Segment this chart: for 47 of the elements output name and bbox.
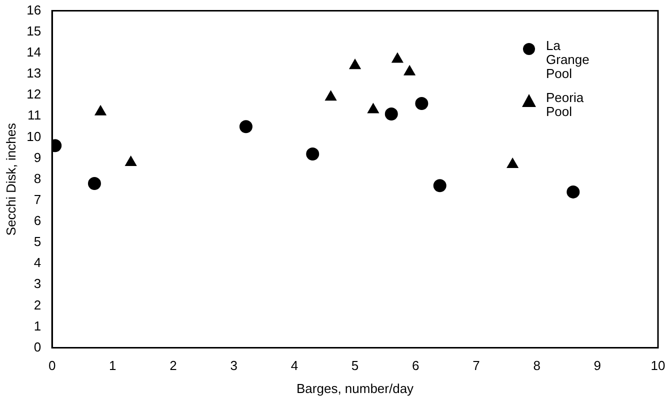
x-tick-label: 9 [594, 358, 602, 374]
y-tick-label: 1 [34, 318, 42, 334]
x-tick-label: 10 [650, 358, 666, 374]
point [125, 156, 137, 166]
legend-label: La Grange Pool [546, 38, 590, 81]
point [368, 103, 379, 114]
y-tick-label: 16 [26, 2, 42, 18]
point [325, 90, 336, 101]
point [94, 105, 106, 116]
y-tick-label: 11 [28, 108, 42, 123]
x-tick-label: 3 [230, 358, 238, 374]
y-tick-label: 7 [34, 192, 42, 207]
point [415, 96, 428, 110]
point [384, 108, 398, 121]
point [306, 148, 320, 161]
x-tick-label: 6 [412, 358, 420, 374]
point [433, 179, 446, 192]
y-tick-label: 12 [26, 86, 42, 102]
point [349, 59, 361, 70]
point [404, 65, 416, 76]
point [88, 177, 101, 190]
y-tick-label: 10 [26, 128, 42, 144]
legend-label: Peoria Pool [546, 90, 585, 119]
x-tick-label: 2 [170, 358, 177, 374]
x-tick-label: 4 [290, 358, 298, 374]
y-tick-label: 2 [34, 297, 42, 312]
point [566, 185, 580, 198]
y-tick-label: 14 [26, 44, 42, 60]
x-tick-label: 0 [48, 358, 56, 374]
x-axis-title: Barges, number/day [296, 380, 414, 396]
x-tick-label: 7 [472, 358, 480, 374]
point [239, 120, 252, 134]
y-axis-title: Secchi Disk, inches [3, 122, 18, 236]
y-tick-label: 13 [26, 66, 42, 81]
point [392, 52, 404, 63]
x-tick-label: 1 [109, 358, 116, 374]
point [506, 158, 518, 168]
y-tick-label: 6 [34, 213, 42, 228]
y-tick-label: 5 [34, 234, 42, 250]
y-tick-label: 0 [34, 339, 42, 354]
y-tick-label: 15 [26, 23, 42, 38]
x-tick-label: 5 [351, 358, 359, 374]
y-tick-label: 9 [34, 150, 42, 165]
y-tick-label: 4 [34, 255, 42, 270]
y-tick-label: 3 [34, 276, 42, 292]
y-tick-label: 8 [34, 170, 42, 186]
x-tick-label: 8 [533, 358, 540, 374]
